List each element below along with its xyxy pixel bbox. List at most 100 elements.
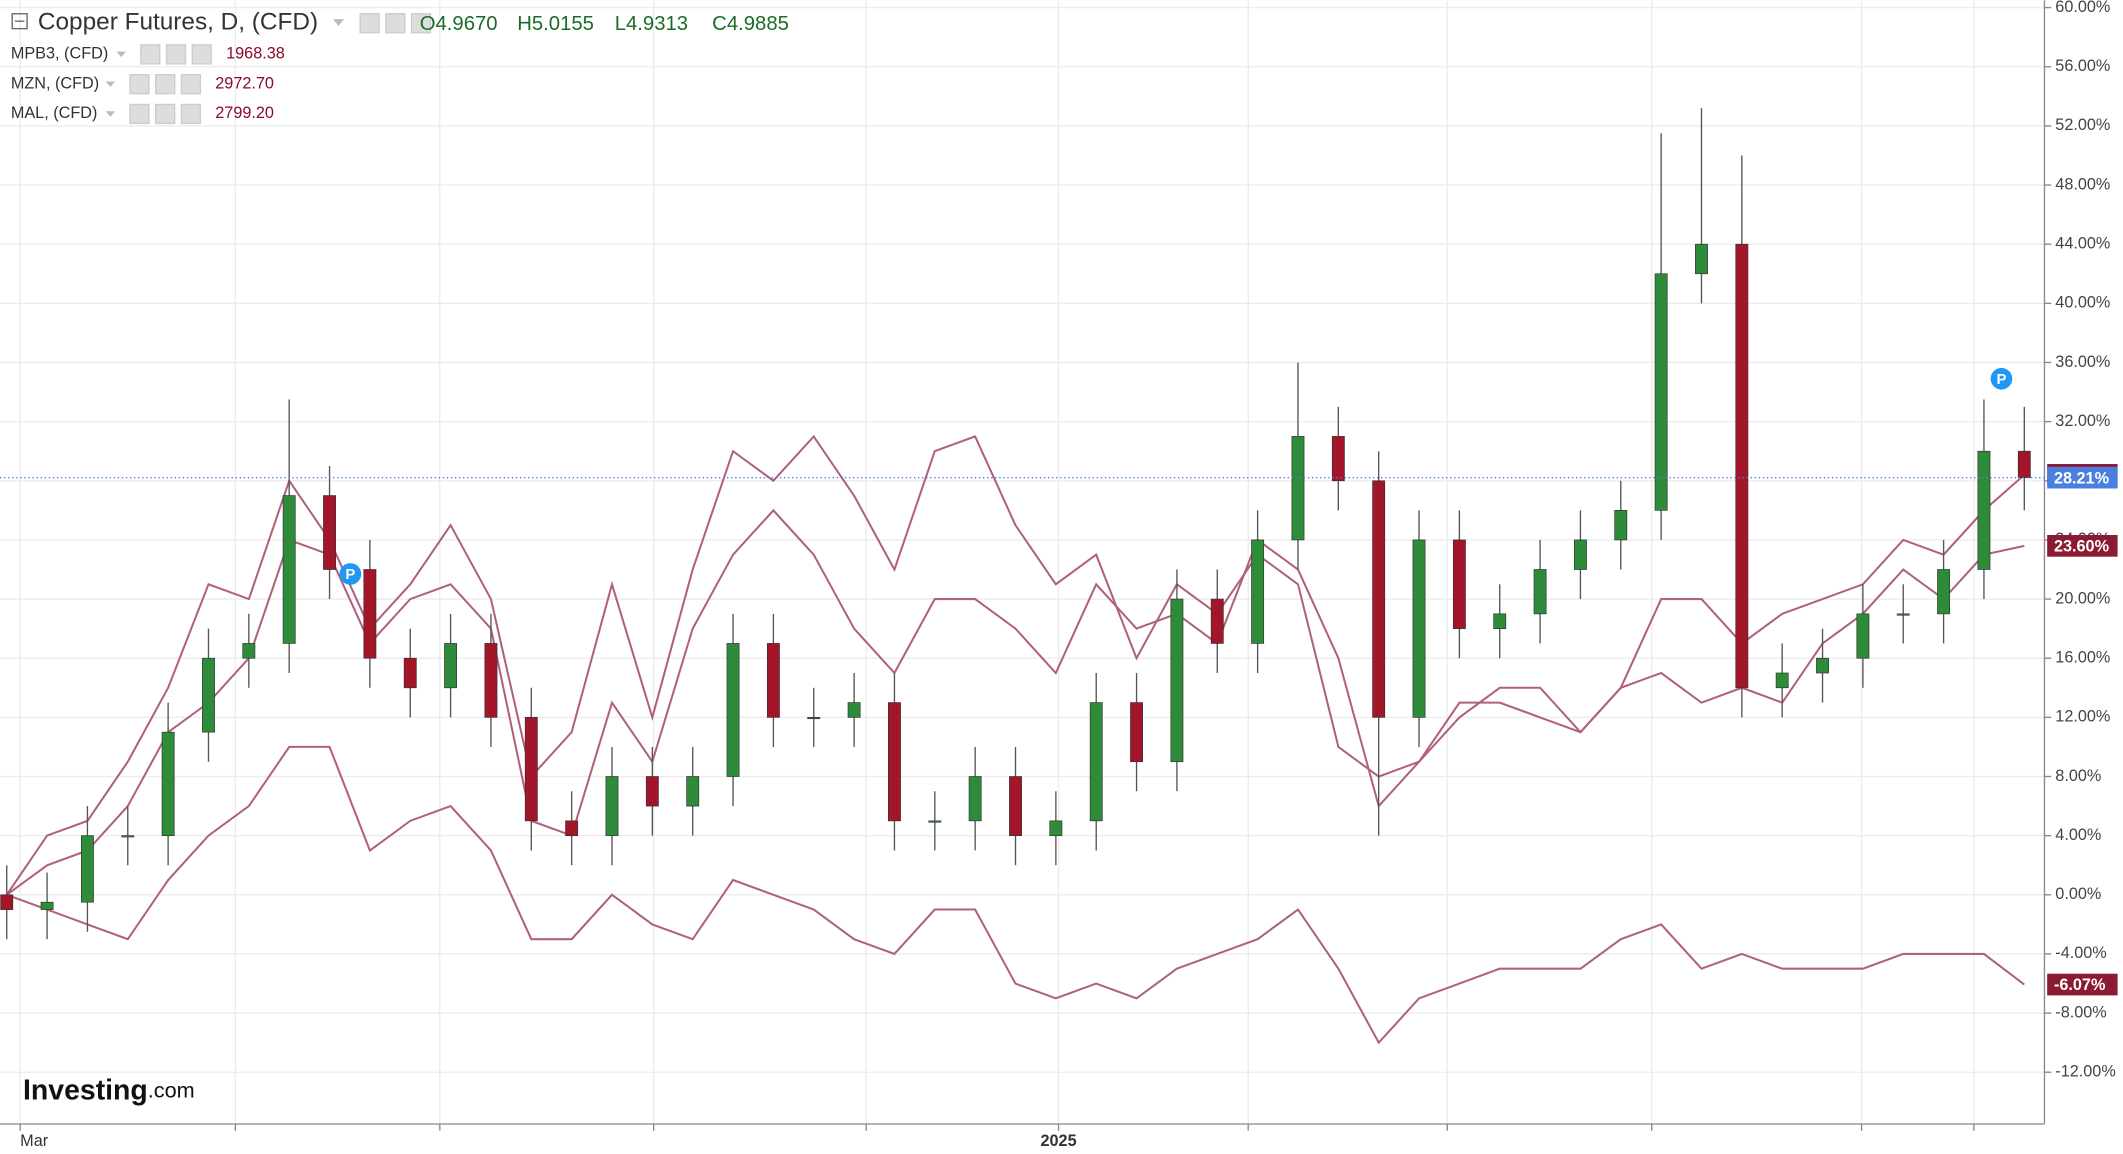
legend-icon[interactable] — [129, 103, 150, 125]
price-badge — [2047, 466, 2118, 489]
candle-body — [1331, 436, 1345, 482]
legend-name: MZN, (CFD) — [11, 74, 99, 92]
candle-body — [928, 820, 942, 823]
candle-body — [1856, 613, 1870, 659]
logo-main: Investing — [23, 1074, 148, 1106]
candle-body — [1049, 820, 1063, 836]
candle-body — [1170, 598, 1184, 763]
candle-body — [1937, 569, 1951, 615]
event-marker-label: P — [345, 567, 355, 583]
candle-body — [1977, 450, 1991, 570]
candle-body — [444, 643, 458, 689]
candle-body — [2017, 450, 2031, 479]
legend-price: 2972.70 — [215, 74, 274, 92]
dropdown-arrow[interactable] — [105, 81, 116, 87]
y-tick-label: 4.00% — [2055, 826, 2101, 844]
candle-body — [1695, 243, 1708, 275]
legend-icon[interactable] — [165, 44, 187, 65]
y-tick-label: 60.00% — [2055, 0, 2110, 16]
price-badge-label: -6.07% — [2054, 976, 2105, 994]
candle-body — [1452, 539, 1466, 629]
legend-price: 1968.38 — [226, 45, 285, 63]
candle-body — [0, 894, 14, 910]
y-tick-label: 8.00% — [2055, 767, 2101, 785]
y-tick-label: -4.00% — [2055, 944, 2106, 962]
plot-area: PP — [0, 108, 2045, 1045]
legend-icon[interactable] — [191, 44, 212, 65]
candle-body — [1130, 702, 1143, 763]
legend-price: 2799.20 — [215, 104, 274, 122]
candle-body — [1533, 569, 1547, 615]
candle-body — [605, 776, 619, 836]
candle-body — [484, 643, 498, 718]
candle-body — [363, 569, 377, 659]
legend-icon[interactable] — [180, 74, 202, 95]
x-tick-label: 2025 — [1040, 1132, 1076, 1150]
legend-icon[interactable] — [155, 74, 176, 95]
candle-body — [1735, 243, 1749, 689]
candle-body — [161, 731, 175, 836]
collapse-icon[interactable] — [11, 13, 28, 30]
chart-title: Copper Futures, D, (CFD) — [38, 9, 318, 36]
logo: Investing.com — [23, 1074, 195, 1106]
candle-body — [686, 776, 700, 807]
candle-body — [121, 835, 135, 838]
price-badge-label: 28.21% — [2054, 469, 2109, 487]
legend-icon[interactable] — [129, 74, 150, 95]
dropdown-arrow[interactable] — [116, 51, 126, 58]
y-tick-label: 40.00% — [2055, 294, 2110, 312]
legend-icon[interactable] — [385, 13, 406, 34]
y-tick-label: 48.00% — [2055, 175, 2110, 193]
y-tick-label: 0.00% — [2055, 885, 2101, 903]
candle-body — [40, 901, 54, 910]
candle-body — [807, 717, 821, 720]
candle-body — [847, 702, 861, 718]
legend-icon[interactable] — [140, 44, 161, 65]
candle-body — [1291, 436, 1305, 541]
candle-body — [766, 643, 780, 718]
legend-name: MPB3, (CFD) — [11, 45, 108, 63]
y-tick-label: 52.00% — [2055, 116, 2110, 134]
y-tick-label: -12.00% — [2055, 1063, 2115, 1081]
y-tick-label: 12.00% — [2055, 708, 2110, 726]
ohlc-label: O4.9670 — [420, 13, 498, 35]
candle-body — [645, 776, 659, 807]
legend-icon[interactable] — [410, 13, 432, 34]
candle-body — [1089, 702, 1103, 822]
candle-body — [1412, 539, 1426, 718]
candle-body — [1816, 657, 1829, 674]
dropdown-arrow[interactable] — [333, 19, 344, 26]
axes: 60.00% 56.00% 52.00% 48.00% 44.00% 40.00% 36.0… — [19, 0, 2118, 1150]
event-marker-label: P — [1996, 372, 2006, 388]
dropdown-arrow[interactable] — [105, 111, 116, 117]
logo-suffix: .com — [148, 1077, 195, 1102]
price-badge — [2047, 973, 2118, 996]
candle-body — [1614, 510, 1628, 541]
candle-body — [282, 495, 296, 644]
y-tick-label: 44.00% — [2055, 234, 2110, 252]
candle-body — [80, 835, 94, 903]
candle-body — [1251, 539, 1265, 644]
candle-body — [1896, 613, 1910, 616]
legend-name: MAL, (CFD) — [11, 104, 98, 122]
y-tick-label: 16.00% — [2055, 649, 2110, 667]
candle-body — [1372, 480, 1386, 718]
candle-body — [1573, 539, 1587, 570]
legend-icon[interactable] — [359, 13, 380, 34]
legend: Copper Futures, D, (CFD) O4.9670 H5.0155 L… — [11, 9, 789, 125]
grid — [0, 0, 2045, 1124]
candle-body — [202, 657, 215, 733]
event-marker[interactable] — [1990, 367, 2013, 390]
legend-icon[interactable] — [155, 103, 176, 125]
ohlc-label: H5.0155 — [517, 13, 594, 35]
price-badge-label: 23.60% — [2054, 537, 2109, 555]
legend-icon[interactable] — [180, 103, 202, 125]
x-tick-label: Mar — [20, 1132, 49, 1150]
candle-body — [1210, 598, 1224, 644]
event-marker[interactable] — [339, 563, 362, 585]
y-tick-label: 36.00% — [2055, 353, 2110, 371]
candle-body — [524, 717, 538, 822]
